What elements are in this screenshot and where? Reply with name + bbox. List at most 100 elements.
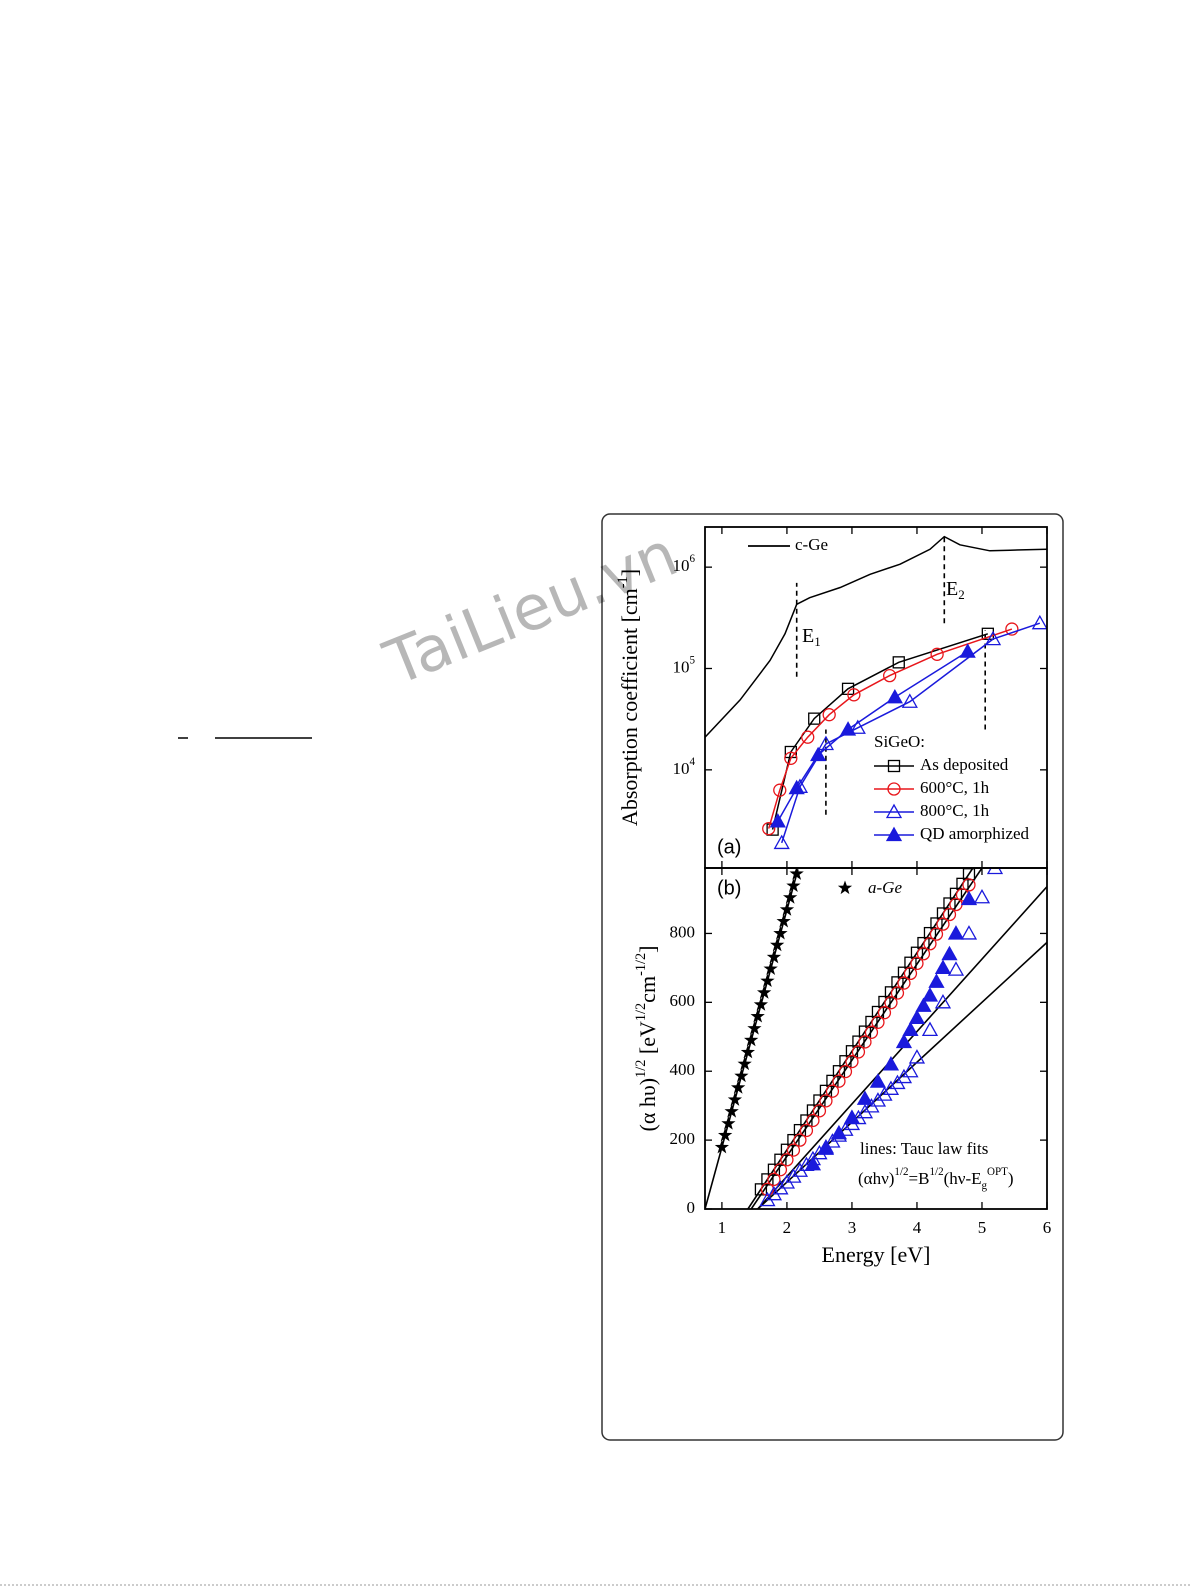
marker-star: [789, 868, 804, 880]
legend-label: 800°C, 1h: [920, 801, 990, 820]
marker-star: [776, 913, 791, 928]
marker-circle: [851, 1045, 866, 1059]
marker-square: [884, 986, 898, 999]
text-part: (αhν): [858, 1169, 894, 1188]
x-tick-label: 6: [1043, 1218, 1052, 1237]
marker-circle: [883, 668, 897, 683]
text-part: 1/2: [633, 1003, 649, 1021]
y-tick-label: 600: [670, 991, 696, 1010]
marker-square: [910, 946, 924, 959]
marker-triangle-filled: [895, 1033, 913, 1049]
text-part: 1: [814, 634, 821, 649]
text-part: 2: [958, 587, 965, 602]
marker-circle: [838, 1064, 853, 1079]
text-part: -1: [615, 576, 631, 588]
marker-triangle-filled: [934, 959, 952, 975]
y-tick-label: 106: [672, 553, 695, 575]
annotation: (αhν)1/2=B1/2(hν-EgOPT): [858, 1166, 1014, 1192]
text-part: (α hυ): [635, 1078, 660, 1132]
marker-triangle-filled: [959, 643, 976, 658]
marker-triangle-open: [901, 693, 918, 708]
marker-star: [750, 1009, 765, 1023]
y-tick-label: 105: [672, 654, 695, 676]
text-part: cm: [635, 976, 660, 1003]
marker-triangle-filled: [788, 779, 805, 795]
marker-star: [714, 1139, 729, 1154]
marker-square: [878, 995, 891, 1009]
marker-circle: [832, 1074, 846, 1088]
marker-square: [754, 1183, 768, 1196]
marker-circle: [962, 878, 976, 892]
y-tick-label: 104: [672, 755, 695, 777]
marker-star: [786, 878, 801, 892]
marker-star: [737, 1056, 752, 1071]
marker-circle: [858, 1035, 872, 1049]
marker-star: [763, 961, 778, 975]
marker-square: [826, 1074, 839, 1088]
marker-circle: [799, 1123, 814, 1138]
marker-triangle-open: [960, 925, 978, 940]
marker-star: [757, 985, 772, 999]
text-part: ]: [635, 946, 660, 953]
marker-circle: [847, 688, 861, 702]
text-part: lines: Tauc law fits: [860, 1139, 988, 1158]
marker-square: [865, 1015, 878, 1029]
marker-circle: [767, 1172, 781, 1187]
marker-star: [724, 1104, 739, 1118]
marker-triangle-filled: [869, 1073, 887, 1088]
marker-square: [774, 1153, 787, 1166]
marker-circle: [819, 1094, 833, 1108]
marker-square: [806, 1104, 820, 1117]
y-tick-label: 0: [687, 1198, 696, 1217]
marker-circle: [1005, 622, 1019, 636]
text-part: E: [802, 625, 814, 647]
marker-square: [923, 926, 937, 940]
marker-circle: [780, 1153, 794, 1167]
x-tick-label: 5: [978, 1218, 987, 1237]
marker-circle: [786, 1143, 801, 1157]
marker-triangle-filled: [908, 1009, 926, 1024]
x-tick-label: 2: [783, 1218, 792, 1237]
marker-triangle-open: [773, 834, 790, 850]
marker-square: [887, 759, 901, 773]
marker-square: [897, 966, 911, 979]
marker-triangle-filled: [843, 1109, 861, 1124]
marker-square: [767, 1163, 781, 1176]
marker-triangle-filled: [882, 1056, 900, 1071]
marker-circle: [762, 821, 776, 836]
marker-circle: [784, 751, 798, 765]
marker-triangle-open: [902, 1062, 919, 1078]
marker-circle: [887, 782, 901, 796]
tick-exponent: 5: [689, 654, 695, 666]
x-tick-label: 3: [848, 1218, 857, 1237]
text-part: 1/2: [633, 1060, 649, 1078]
marker-triangle-filled: [928, 973, 945, 988]
marker-triangle-open: [986, 868, 1004, 875]
annotation: E1: [802, 625, 821, 649]
marker-square: [891, 976, 904, 989]
marker-triangle-filled: [839, 721, 857, 736]
legend-label: a-Ge: [868, 878, 902, 897]
marker-square: [892, 656, 905, 669]
marker-star: [740, 1044, 755, 1059]
marker-square: [852, 1035, 865, 1048]
marker-triangle-open: [908, 1049, 926, 1064]
marker-circle: [877, 1006, 892, 1020]
text-part: -1/2: [633, 953, 649, 976]
marker-square: [808, 712, 821, 725]
marker-circle: [910, 956, 924, 971]
y-tick-label: 400: [670, 1060, 696, 1079]
marker-star: [718, 1127, 733, 1142]
y-tick-label: 800: [670, 922, 696, 941]
marker-circle: [864, 1025, 879, 1039]
text-part: ]: [617, 569, 642, 576]
marker-star: [783, 890, 798, 904]
marker-circle: [929, 927, 944, 941]
marker-triangle-open: [817, 735, 835, 751]
marker-square: [845, 1045, 859, 1058]
text-part: 1/2: [894, 1166, 908, 1178]
marker-circle: [897, 976, 911, 990]
marker-triangle-filled: [830, 1124, 848, 1140]
